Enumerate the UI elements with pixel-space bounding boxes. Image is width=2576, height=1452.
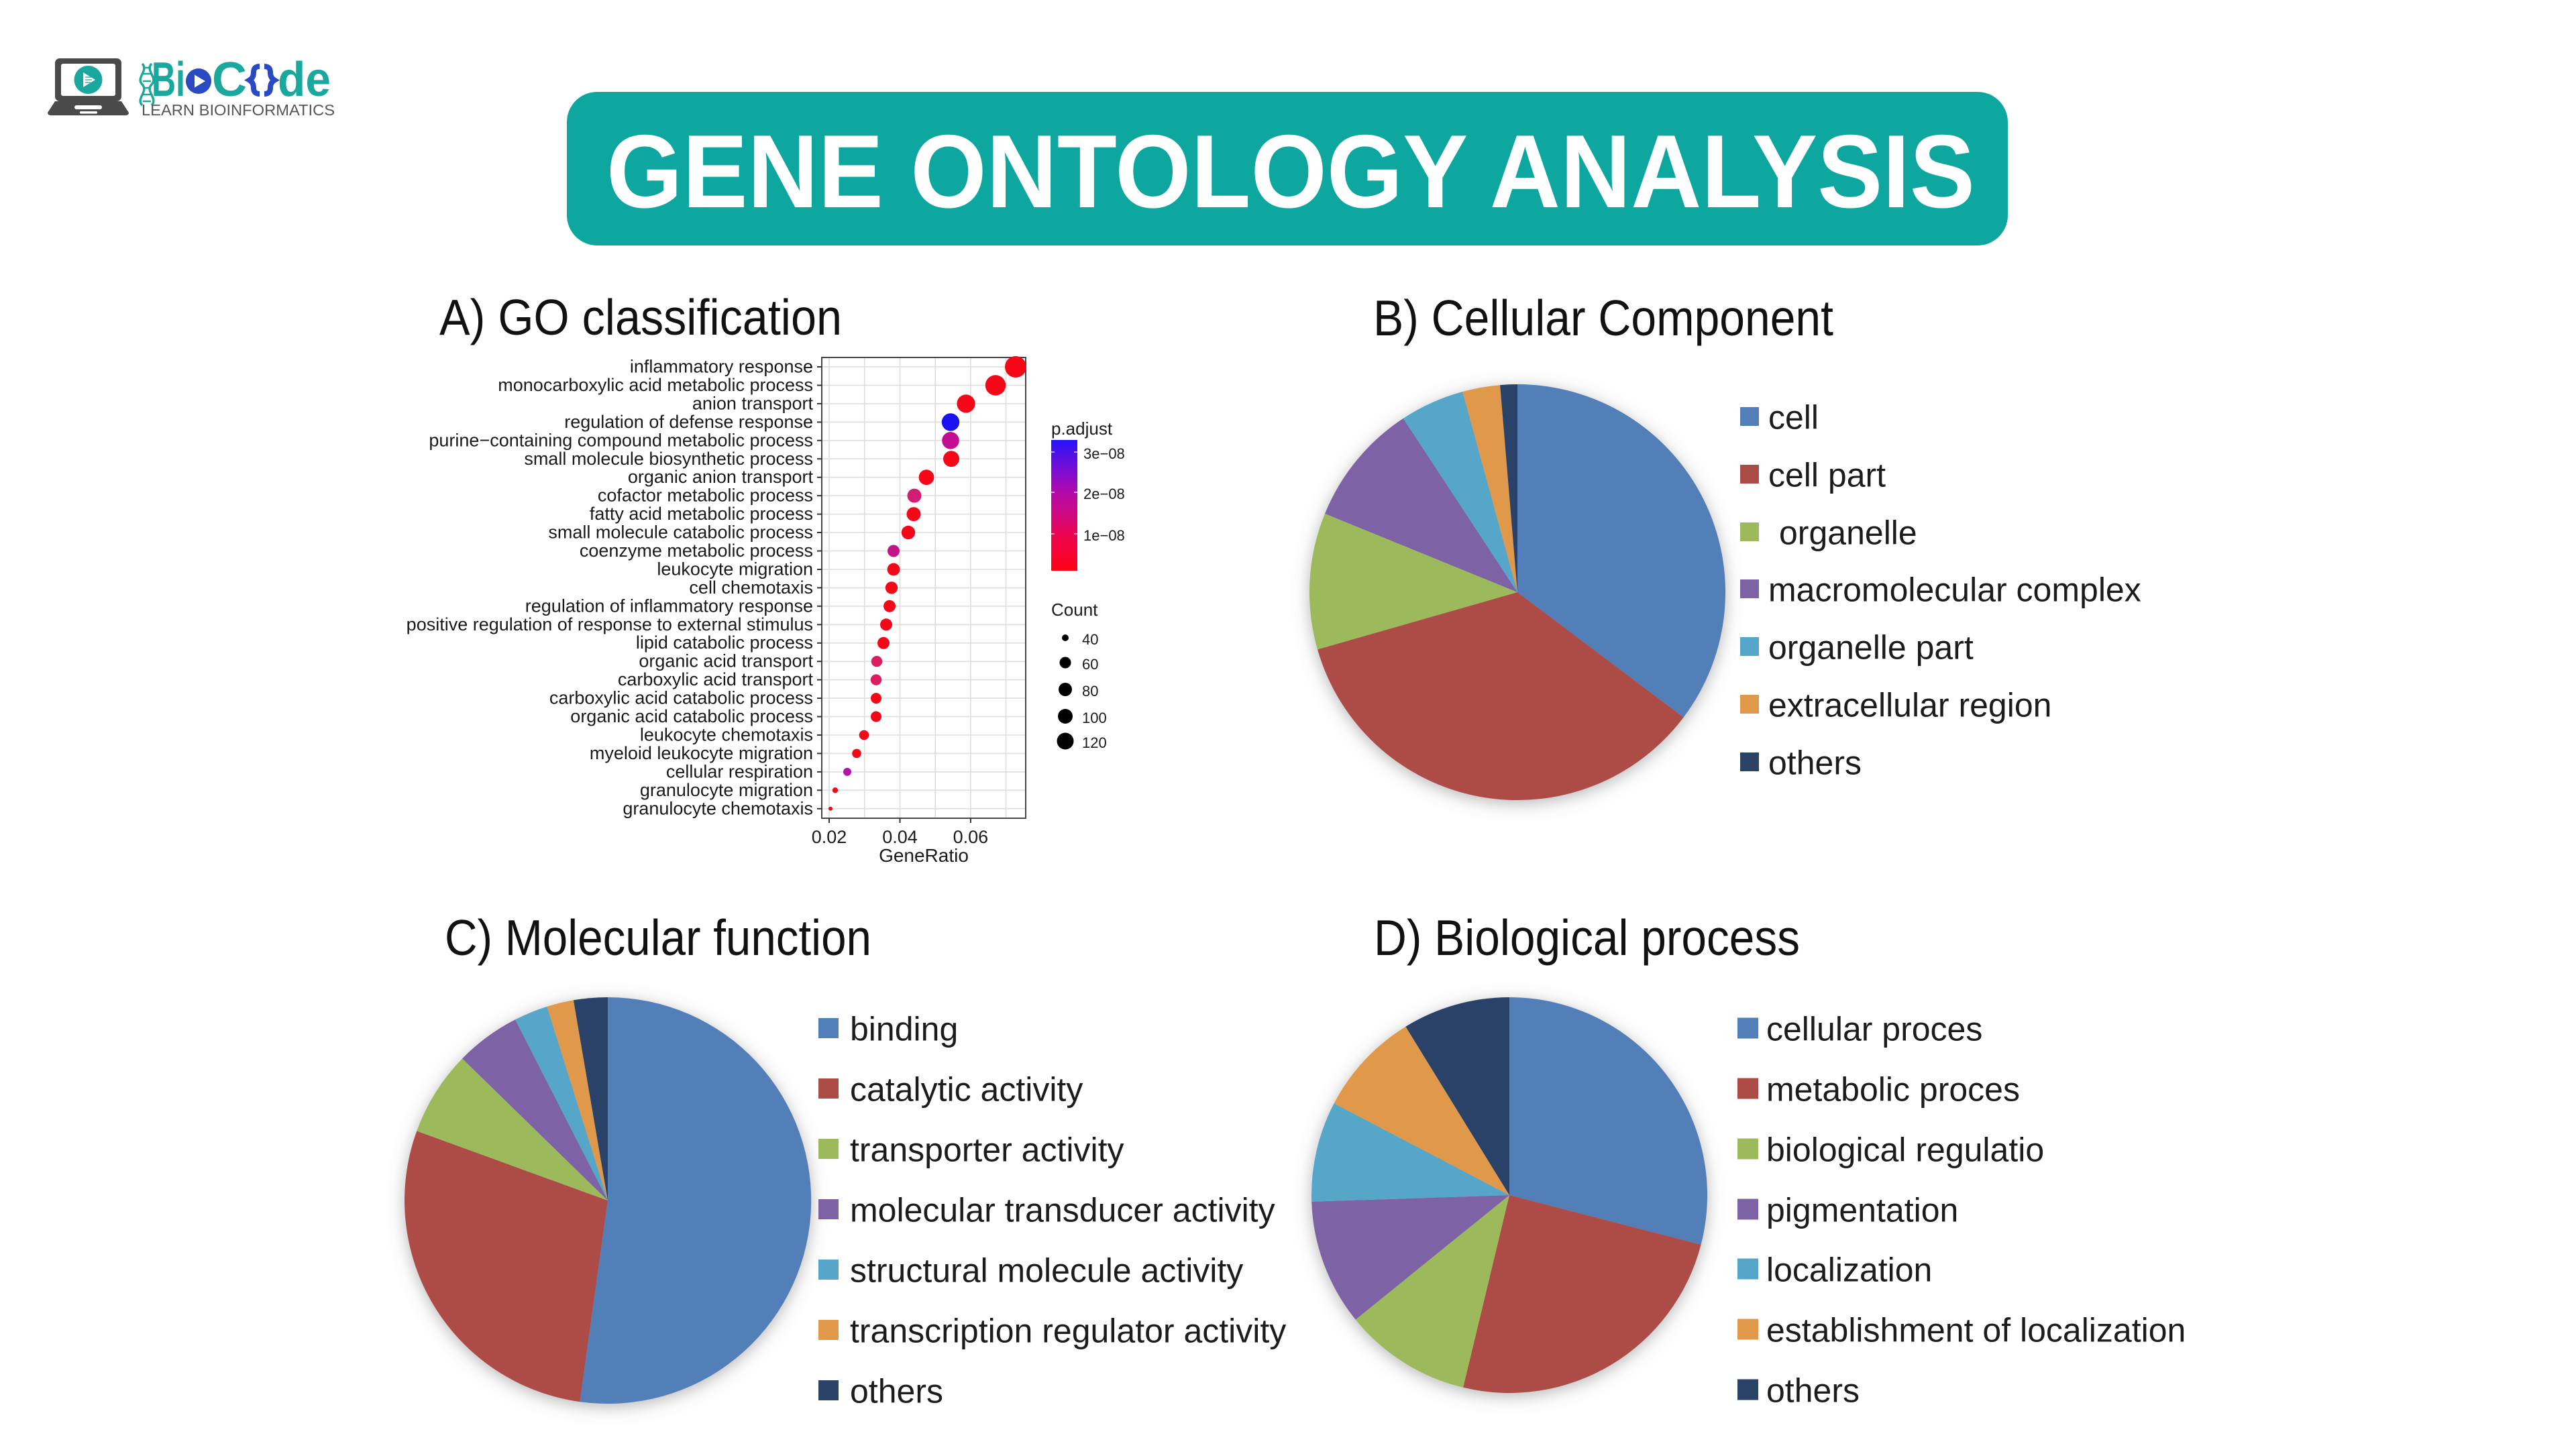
svg-text:regulation of inflammatory res: regulation of inflammatory response	[525, 596, 813, 616]
svg-text:carboxylic acid catabolic proc: carboxylic acid catabolic process	[549, 688, 813, 708]
svg-text:C: C	[212, 53, 247, 107]
svg-text:extracellular region: extracellular region	[1768, 687, 2051, 724]
svg-text:localization: localization	[1766, 1251, 1932, 1289]
svg-text:small molecule catabolic proce: small molecule catabolic process	[548, 522, 813, 543]
svg-text:3e−08: 3e−08	[1083, 445, 1125, 462]
svg-text:120: 120	[1082, 734, 1107, 751]
svg-text:transporter activity: transporter activity	[850, 1131, 1124, 1169]
svg-text:B) Cellular Component: B) Cellular Component	[1373, 290, 1833, 346]
svg-text:1e−08: 1e−08	[1083, 527, 1125, 544]
svg-text:establishment of localization: establishment of localization	[1766, 1312, 2186, 1349]
svg-text:organelle: organelle	[1779, 514, 1917, 552]
svg-text:anion transport: anion transport	[692, 393, 814, 413]
svg-text:carboxylic acid transport: carboxylic acid transport	[618, 669, 814, 689]
svg-text:organelle part: organelle part	[1768, 629, 1974, 667]
svg-text:inflammatory response: inflammatory response	[630, 357, 813, 377]
svg-text:de: de	[278, 53, 331, 107]
svg-text:structural molecule activity: structural molecule activity	[850, 1252, 1243, 1290]
svg-text:C) Molecular function: C) Molecular function	[445, 909, 871, 966]
svg-text:LEARN BIOINFORMATICS: LEARN BIOINFORMATICS	[142, 101, 335, 119]
svg-text:D) Biological process: D) Biological process	[1374, 909, 1800, 966]
svg-text:lipid catabolic process: lipid catabolic process	[636, 632, 813, 653]
svg-text:cell part: cell part	[1768, 457, 1886, 494]
svg-text:organic anion transport: organic anion transport	[628, 467, 814, 487]
svg-text:molecular transducer activity: molecular transducer activity	[850, 1192, 1275, 1229]
svg-text:A) GO classification: A) GO classification	[439, 289, 842, 345]
svg-text:0.02: 0.02	[812, 827, 847, 847]
svg-text:100: 100	[1082, 710, 1107, 726]
svg-text:2e−08: 2e−08	[1083, 486, 1125, 502]
svg-text:60: 60	[1082, 656, 1098, 673]
svg-text:Count: Count	[1051, 600, 1098, 620]
svg-text:Bi: Bi	[152, 53, 185, 107]
svg-text:others: others	[1766, 1372, 1860, 1410]
svg-text:myeloid leukocyte migration: myeloid leukocyte migration	[590, 743, 813, 763]
svg-text:binding: binding	[850, 1011, 958, 1048]
svg-text:cellular respiration: cellular respiration	[666, 761, 813, 781]
svg-text:others: others	[850, 1373, 943, 1410]
svg-text:small molecule biosynthetic pr: small molecule biosynthetic process	[524, 449, 813, 469]
svg-text:organic acid catabolic process: organic acid catabolic process	[570, 706, 813, 726]
svg-text:coenzyme metabolic process: coenzyme metabolic process	[580, 541, 813, 561]
svg-text:cell: cell	[1768, 399, 1819, 437]
svg-text:pigmentation: pigmentation	[1766, 1192, 1958, 1229]
svg-text:regulation of defense response: regulation of defense response	[564, 412, 813, 432]
svg-text:fatty acid metabolic process: fatty acid metabolic process	[590, 504, 813, 524]
svg-text:p.adjust: p.adjust	[1051, 418, 1113, 439]
svg-text:positive regulation of respons: positive regulation of response to exter…	[407, 614, 813, 634]
svg-text:cofactor metabolic process: cofactor metabolic process	[598, 486, 813, 506]
svg-text:0.04: 0.04	[882, 827, 918, 847]
svg-text:monocarboxylic acid metabolic: monocarboxylic acid metabolic process	[498, 375, 813, 395]
svg-text:organic acid transport: organic acid transport	[639, 651, 813, 671]
svg-text:metabolic proces: metabolic proces	[1766, 1071, 2020, 1109]
svg-text:cell chemotaxis: cell chemotaxis	[689, 577, 813, 598]
svg-text:biological regulatio: biological regulatio	[1766, 1131, 2044, 1169]
svg-text:GENE ONTOLOGY ANALYSIS: GENE ONTOLOGY ANALYSIS	[606, 113, 1975, 229]
svg-text:purine−containing compound met: purine−containing compound metabolic pro…	[429, 430, 813, 450]
svg-text:granulocyte migration: granulocyte migration	[640, 780, 813, 800]
svg-text:40: 40	[1082, 631, 1098, 648]
svg-text:80: 80	[1082, 683, 1098, 700]
svg-text:0.06: 0.06	[953, 827, 989, 847]
svg-text:others: others	[1768, 744, 1862, 782]
svg-text:leukocyte migration: leukocyte migration	[657, 559, 813, 579]
svg-text:leukocyte chemotaxis: leukocyte chemotaxis	[640, 725, 813, 745]
svg-text:GeneRatio: GeneRatio	[879, 845, 969, 866]
svg-text:granulocyte chemotaxis: granulocyte chemotaxis	[623, 798, 813, 818]
svg-text:macromolecular complex: macromolecular complex	[1768, 571, 2141, 609]
svg-text:transcription regulator activi: transcription regulator activity	[850, 1313, 1286, 1350]
svg-text:catalytic activity: catalytic activity	[850, 1071, 1083, 1109]
svg-text:cellular proces: cellular proces	[1766, 1011, 1982, 1048]
